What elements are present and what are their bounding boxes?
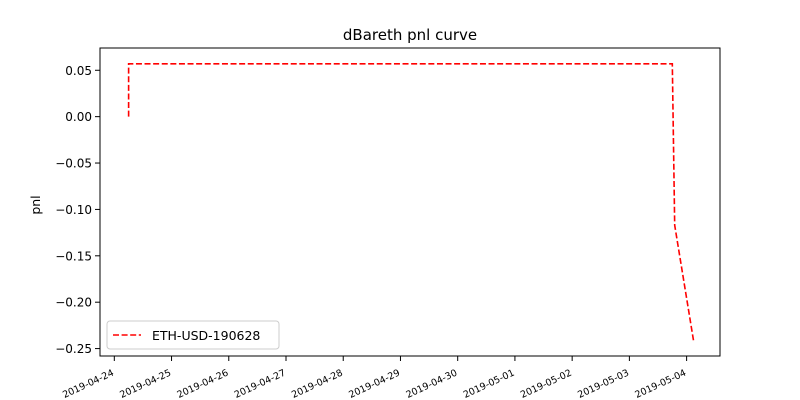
y-axis: 0.05 0.00 −0.05 −0.10 −0.15 −0.20 −0.25 xyxy=(55,64,100,356)
series-line-0 xyxy=(127,62,695,343)
y-tick-label: −0.15 xyxy=(55,249,92,263)
y-tick-label: −0.25 xyxy=(55,342,92,356)
x-tick-label: 2019-04-26 xyxy=(176,368,231,400)
y-axis-label: pnl xyxy=(28,195,43,214)
x-tick-label: 2019-05-02 xyxy=(519,368,574,400)
x-tick-label: 2019-04-28 xyxy=(290,368,345,400)
y-tick-label: −0.10 xyxy=(55,203,92,217)
x-tick-label: 2019-04-25 xyxy=(118,368,173,400)
chart-title: dBareth pnl curve xyxy=(343,26,477,44)
x-tick-label: 2019-05-01 xyxy=(462,368,517,400)
legend-label: ETH-USD-190628 xyxy=(152,328,260,343)
legend-box xyxy=(106,320,280,350)
series-layer xyxy=(127,62,695,343)
legend: ETH-USD-190628 xyxy=(106,320,280,350)
plot-area-frame xyxy=(99,47,721,357)
x-tick-label: 2019-04-24 xyxy=(61,368,116,400)
y-tick-label: −0.20 xyxy=(55,296,92,310)
x-tick-label: 2019-05-03 xyxy=(576,368,631,400)
x-tick-label: 2019-04-29 xyxy=(347,368,402,400)
x-tick-label: 2019-05-04 xyxy=(633,368,688,400)
x-axis: 2019-04-24 2019-04-25 2019-04-26 2019-04-27… xyxy=(61,356,688,400)
x-tick-label: 2019-04-27 xyxy=(233,368,288,400)
y-tick-label: 0.05 xyxy=(65,64,92,78)
y-tick-label: −0.05 xyxy=(55,157,92,171)
y-tick-label: 0.00 xyxy=(65,110,92,124)
x-tick-label: 2019-04-30 xyxy=(404,368,459,400)
